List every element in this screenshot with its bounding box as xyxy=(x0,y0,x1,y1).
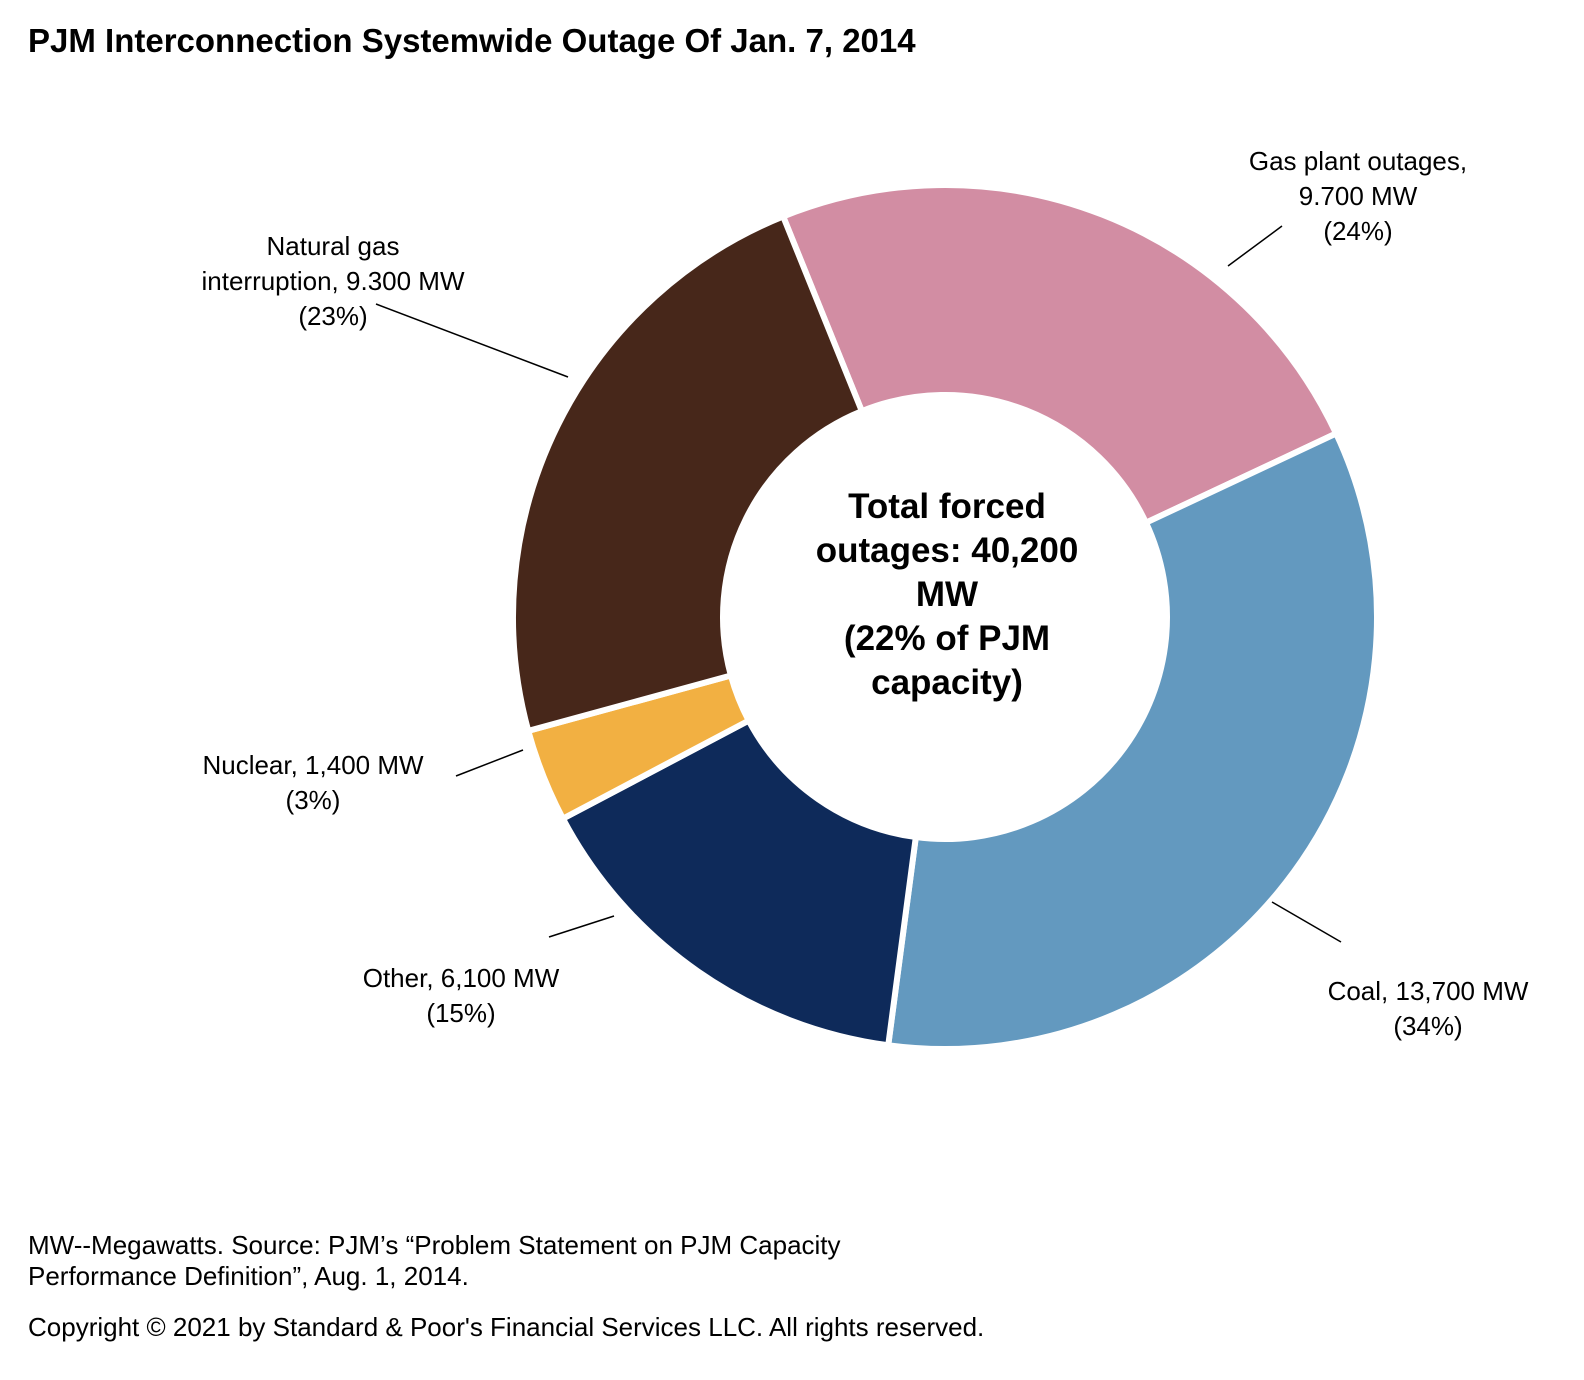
leader-line-coal xyxy=(1271,901,1342,943)
leader-line-gas-plant-outages xyxy=(1227,225,1283,267)
donut-chart: Gas plant outages, 9.700 MW (24%) Coal, 13,… xyxy=(201,146,1529,1052)
leader-line-other xyxy=(548,915,615,938)
copyright-notice: Copyright © 2021 by Standard & Poor's Fi… xyxy=(28,1312,985,1342)
donut-slices xyxy=(510,182,1381,1052)
slice-labels: Gas plant outages, 9.700 MW (24%) Coal, 13,… xyxy=(201,146,1528,1041)
chart-title: PJM Interconnection Systemwide Outage Of… xyxy=(28,22,916,59)
leader-lines xyxy=(375,225,1342,943)
footnote-source-line2: Performance Definition”, Aug. 1, 2014. xyxy=(28,1261,469,1291)
slice-label-nuclear: Nuclear, 1,400 MW (3%) xyxy=(202,750,424,815)
slice-label-other: Other, 6,100 MW (15%) xyxy=(363,963,560,1028)
slice-label-natural-gas-interruption: Natural gas interruption, 9.300 MW (23%) xyxy=(201,231,464,331)
center-label: Total forced outages: 40,200 MW (22% of PJM… xyxy=(816,487,1079,702)
slice-label-coal: Coal, 13,700 MW (34%) xyxy=(1328,976,1529,1041)
footnote-source-line1: MW--Megawatts. Source: PJM’s “Problem St… xyxy=(28,1230,841,1260)
slice-gas-plant-outages xyxy=(780,182,1340,526)
leader-line-nuclear xyxy=(455,749,524,777)
slice-coal xyxy=(885,430,1381,1052)
slice-other xyxy=(559,717,919,1049)
slice-natural-gas-interruption xyxy=(510,213,865,734)
leader-line-natural-gas-interruption xyxy=(375,303,569,378)
center-total-label: Total forced outages: 40,200 MW (22% of PJM… xyxy=(816,487,1079,702)
slice-label-gas-plant-outages: Gas plant outages, 9.700 MW (24%) xyxy=(1249,146,1467,246)
